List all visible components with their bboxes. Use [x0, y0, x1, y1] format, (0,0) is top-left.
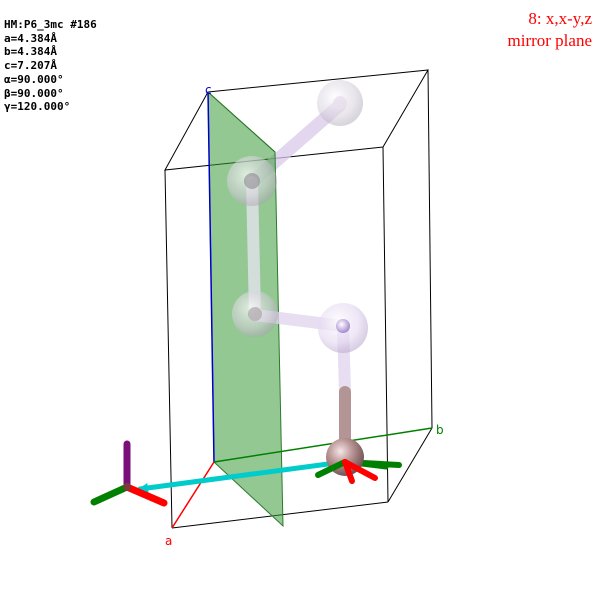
axis-label-c: c: [205, 83, 212, 97]
triad-b-axis: [90, 483, 131, 506]
cell-gamma-value: γ=120.000°: [4, 100, 71, 114]
cell-b-value: b=4.384Å: [4, 45, 57, 59]
cell-edge: [382, 146, 389, 503]
cell-a-value: a=4.384Å: [4, 31, 57, 45]
ghost-atom-core: [333, 96, 347, 110]
space-group-label: HM:P6_3mc #186: [4, 18, 97, 31]
axis-label-a: a: [165, 534, 173, 548]
cell-edge: [387, 427, 433, 503]
ghost-atom-core: [244, 173, 260, 189]
b-axis: [213, 427, 433, 463]
selected-atom-group[interactable]: [315, 438, 402, 484]
symmetry-op-coords: 8: x,x-y,z: [528, 9, 592, 28]
orientation-triad: [90, 440, 168, 507]
triad-a-axis: [123, 483, 168, 507]
plane-edge: [207, 91, 276, 153]
cell-alpha-value: α=90.000°: [4, 72, 64, 86]
ghost-atom-core: [248, 307, 262, 321]
a-axis: [171, 461, 215, 529]
cell-beta-value: β=90.000°: [4, 86, 64, 100]
ghost-atom-core: [336, 319, 350, 333]
cell-edge: [164, 169, 173, 529]
translation-arrow: [137, 459, 346, 493]
axis-label-b: b: [436, 423, 444, 437]
cell-edge: [427, 69, 433, 429]
c-axis: [207, 91, 215, 463]
cell-c-value: c=7.207Å: [4, 59, 57, 73]
symmetry-op-type: mirror plane: [507, 31, 593, 50]
symmetry-operation-label: 8: x,x-y,z mirror plane: [508, 8, 593, 52]
cell-info-panel: HM:P6_3mc #186 a=4.384Å b=4.384Å c=7.207…: [4, 18, 97, 114]
